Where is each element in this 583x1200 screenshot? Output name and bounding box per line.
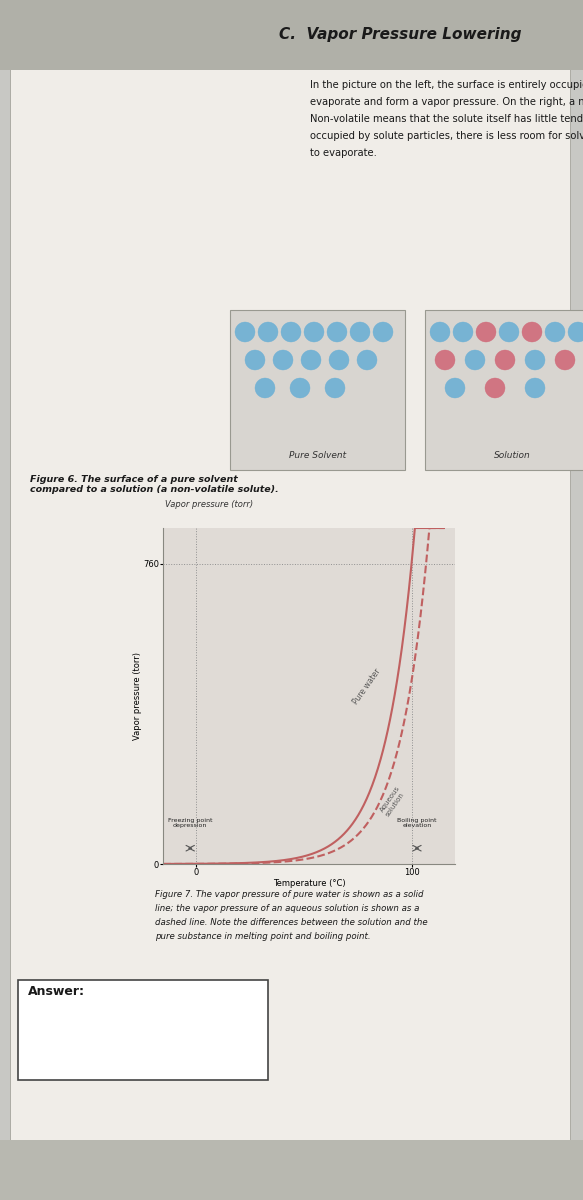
Text: Aqueous
solution: Aqueous solution bbox=[379, 785, 407, 817]
Text: Solution: Solution bbox=[494, 451, 531, 460]
Circle shape bbox=[495, 350, 515, 370]
Circle shape bbox=[499, 322, 519, 342]
Circle shape bbox=[273, 350, 293, 370]
Circle shape bbox=[435, 350, 455, 370]
Text: to evaporate.: to evaporate. bbox=[310, 148, 377, 158]
Circle shape bbox=[281, 322, 301, 342]
Text: Boiling point
elevation: Boiling point elevation bbox=[397, 817, 437, 828]
Circle shape bbox=[357, 350, 377, 370]
Circle shape bbox=[568, 322, 583, 342]
Text: Freezing point
depression: Freezing point depression bbox=[168, 817, 212, 828]
Circle shape bbox=[525, 350, 545, 370]
Text: evaporate and form a vapor pressure. On the right, a non-volatile solute has bee: evaporate and form a vapor pressure. On … bbox=[310, 97, 583, 107]
Circle shape bbox=[290, 378, 310, 398]
Circle shape bbox=[522, 322, 542, 342]
Text: Pure Solvent: Pure Solvent bbox=[289, 451, 346, 460]
Text: occupied by solute particles, there is less room for solvent molecules. This res: occupied by solute particles, there is l… bbox=[310, 131, 583, 140]
Circle shape bbox=[485, 378, 505, 398]
Bar bbox=[0, 1140, 583, 1200]
Circle shape bbox=[350, 322, 370, 342]
Circle shape bbox=[325, 378, 345, 398]
Text: Non-volatile means that the solute itself has little tendency to evaporate. Beca: Non-volatile means that the solute itsel… bbox=[310, 114, 583, 124]
Text: dashed line. Note the differences between the solution and the: dashed line. Note the differences betwee… bbox=[155, 918, 427, 926]
Text: C.  Vapor Pressure Lowering: C. Vapor Pressure Lowering bbox=[279, 28, 521, 42]
Circle shape bbox=[327, 322, 347, 342]
Circle shape bbox=[430, 322, 450, 342]
Circle shape bbox=[453, 322, 473, 342]
Bar bbox=[0, 0, 583, 70]
Circle shape bbox=[301, 350, 321, 370]
Text: Vapor pressure (torr): Vapor pressure (torr) bbox=[165, 500, 253, 509]
Text: Figure 6. The surface of a pure solvent
compared to a solution (a non-volatile s: Figure 6. The surface of a pure solvent … bbox=[30, 475, 279, 494]
Circle shape bbox=[304, 322, 324, 342]
Text: Answer:: Answer: bbox=[28, 985, 85, 998]
Circle shape bbox=[445, 378, 465, 398]
X-axis label: Temperature (°C): Temperature (°C) bbox=[273, 878, 345, 888]
Circle shape bbox=[525, 378, 545, 398]
Bar bbox=[18, 980, 268, 1080]
Text: line; the vapor pressure of an aqueous solution is shown as a: line; the vapor pressure of an aqueous s… bbox=[155, 904, 419, 913]
Circle shape bbox=[235, 322, 255, 342]
Text: Pure water: Pure water bbox=[351, 667, 382, 706]
Circle shape bbox=[545, 322, 565, 342]
Circle shape bbox=[373, 322, 393, 342]
Circle shape bbox=[555, 350, 575, 370]
Circle shape bbox=[245, 350, 265, 370]
Y-axis label: Vapor pressure (torr): Vapor pressure (torr) bbox=[133, 652, 142, 740]
Circle shape bbox=[476, 322, 496, 342]
Text: Figure 7. The vapor pressure of pure water is shown as a solid: Figure 7. The vapor pressure of pure wat… bbox=[155, 890, 423, 899]
Circle shape bbox=[258, 322, 278, 342]
Circle shape bbox=[329, 350, 349, 370]
Text: pure substance in melting point and boiling point.: pure substance in melting point and boil… bbox=[155, 932, 371, 941]
Text: In the picture on the left, the surface is entirely occupied by liquid molecules: In the picture on the left, the surface … bbox=[310, 80, 583, 90]
Bar bbox=[230, 310, 405, 470]
Circle shape bbox=[255, 378, 275, 398]
Circle shape bbox=[465, 350, 485, 370]
Bar bbox=[425, 310, 583, 470]
